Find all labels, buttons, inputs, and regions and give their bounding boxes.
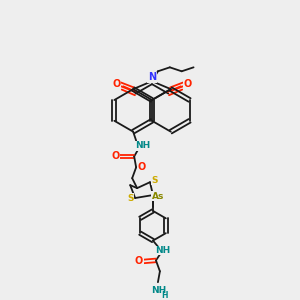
Text: O: O xyxy=(138,162,146,172)
Text: NH: NH xyxy=(155,246,170,255)
Text: S: S xyxy=(152,176,158,185)
Text: H: H xyxy=(162,291,168,300)
Text: S: S xyxy=(127,194,134,202)
Text: NH: NH xyxy=(135,141,151,150)
Text: O: O xyxy=(184,79,192,89)
Text: As: As xyxy=(152,191,164,200)
Text: NH: NH xyxy=(151,286,166,295)
Text: O: O xyxy=(111,152,119,161)
Text: O: O xyxy=(112,79,121,89)
Text: O: O xyxy=(135,256,143,266)
Text: N: N xyxy=(148,72,156,82)
